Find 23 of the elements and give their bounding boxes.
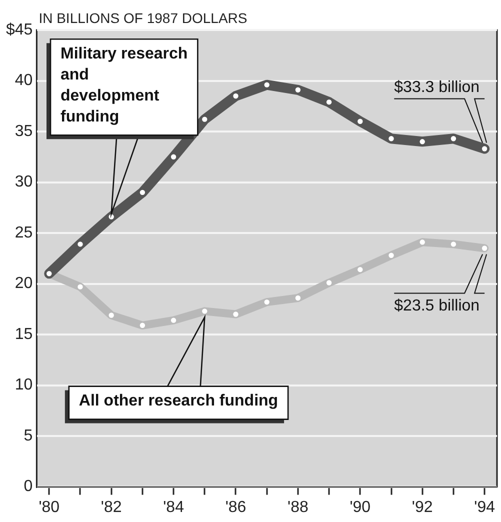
- x-tick-label: '92: [412, 498, 433, 516]
- series-label: Military research and development funding: [60, 46, 188, 126]
- x-tick-label: '94: [474, 498, 496, 516]
- x-tick-label: '90: [350, 498, 371, 516]
- y-tick-label: 30: [14, 174, 33, 191]
- x-tick-label: '84: [163, 498, 184, 516]
- y-tick-label: 15: [14, 326, 33, 343]
- y-tick-label: 5: [24, 427, 33, 444]
- y-tick-label: $45: [6, 21, 33, 38]
- y-tick-label: 20: [14, 275, 33, 292]
- y-tick-label: 10: [14, 376, 33, 394]
- annotation: $23.5 billion: [394, 298, 480, 315]
- y-axis-title: IN BILLIONS OF 1987 DOLLARS: [38, 10, 248, 26]
- x-tick-label: '88: [288, 498, 308, 516]
- x-tick-label: '82: [100, 498, 122, 516]
- x-tick-label: '80: [38, 498, 60, 516]
- x-tick-label: '86: [225, 498, 246, 516]
- y-tick-label: 40: [14, 72, 33, 90]
- y-tick-label: 25: [14, 224, 33, 242]
- annotation: $33.3 billion: [394, 79, 480, 96]
- text: All other research funding: [78, 392, 278, 410]
- y-tick-label: 35: [14, 122, 33, 140]
- y-tick-label: 0: [24, 478, 33, 496]
